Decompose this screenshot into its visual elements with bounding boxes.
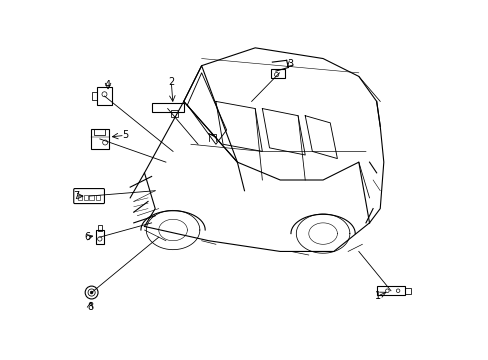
- Text: 6: 6: [84, 232, 90, 242]
- Bar: [151, 103, 183, 112]
- Text: 1: 1: [374, 291, 380, 301]
- Bar: [405, 288, 410, 294]
- Text: 8: 8: [87, 302, 93, 312]
- Text: 5: 5: [122, 130, 128, 140]
- Bar: [83, 195, 88, 200]
- Bar: [376, 287, 405, 295]
- Bar: [89, 195, 94, 200]
- Bar: [98, 225, 102, 231]
- Bar: [95, 195, 100, 200]
- Bar: [97, 87, 111, 105]
- Text: 7: 7: [73, 191, 80, 201]
- Text: 3: 3: [286, 59, 293, 69]
- Bar: [270, 69, 285, 78]
- Bar: [78, 195, 82, 200]
- Bar: [91, 129, 108, 149]
- Bar: [171, 111, 178, 117]
- Circle shape: [90, 291, 93, 294]
- Text: 4: 4: [105, 80, 111, 90]
- Bar: [95, 230, 104, 244]
- Bar: [94, 129, 105, 135]
- Text: 2: 2: [168, 77, 174, 87]
